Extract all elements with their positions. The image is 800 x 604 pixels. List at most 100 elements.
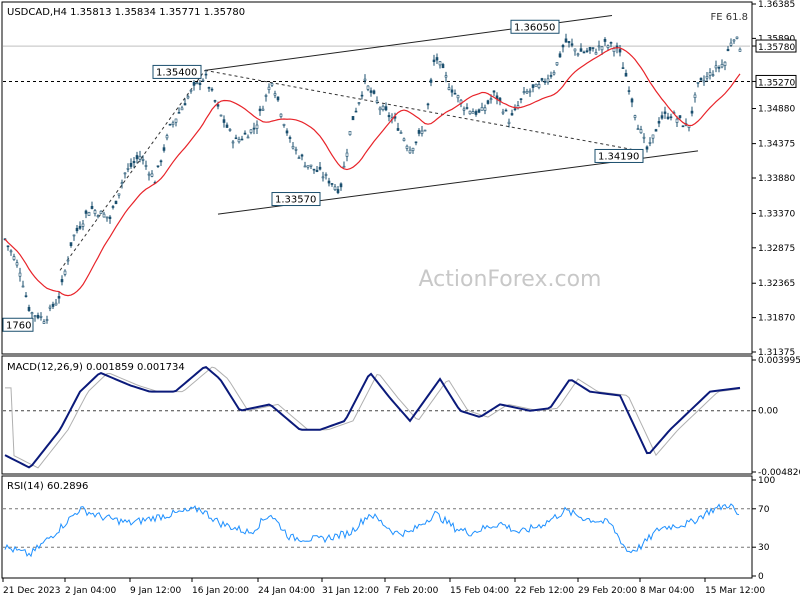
candle-body xyxy=(204,73,208,76)
candle-body xyxy=(300,154,304,157)
candle-body xyxy=(405,145,409,149)
candle-body xyxy=(624,72,628,77)
annotation-label: 1.36050 xyxy=(514,22,555,33)
candle-body xyxy=(639,129,643,134)
candle-body xyxy=(327,180,331,184)
candle-body xyxy=(369,90,373,93)
candle-body xyxy=(318,166,322,170)
candle-body xyxy=(9,250,13,253)
candle-body xyxy=(246,136,250,139)
x-tick-label: 15 Mar 12:00 xyxy=(705,586,765,596)
price-tick-label: 1.32365 xyxy=(758,279,795,289)
candle-body xyxy=(645,146,649,150)
candle-body xyxy=(279,113,283,117)
candle-body xyxy=(165,135,169,139)
dashed-trendline xyxy=(204,69,641,152)
candle-body xyxy=(573,48,577,52)
candle-body xyxy=(117,193,121,196)
candle-body xyxy=(360,94,364,97)
candle-body xyxy=(111,206,115,208)
candle-body xyxy=(717,67,721,69)
dashed-trendline xyxy=(59,70,206,271)
candle-body xyxy=(276,96,280,101)
candle-body xyxy=(675,118,679,123)
candle-body xyxy=(438,61,442,66)
candle-body xyxy=(33,315,37,317)
candle-body xyxy=(294,148,298,151)
candle-body xyxy=(444,75,448,78)
candle-body xyxy=(243,132,247,135)
candle-body xyxy=(150,173,154,177)
candle-body xyxy=(582,51,586,54)
candle-body xyxy=(465,107,469,109)
candle-body xyxy=(135,155,139,160)
price-tick-label: 1.34375 xyxy=(758,140,795,150)
price-tick-label: 1.35890 xyxy=(758,34,795,44)
candle-body xyxy=(93,210,97,214)
annotation-box xyxy=(594,148,644,163)
macd-layer xyxy=(3,366,750,469)
candle-body xyxy=(609,42,613,44)
candle-body xyxy=(513,108,517,111)
candle-body xyxy=(87,212,91,216)
candle-body xyxy=(531,84,535,88)
price-title: USDCAD,H4 1.35813 1.35834 1.35771 1.3578… xyxy=(7,7,245,18)
candle-body xyxy=(552,72,556,75)
candle-body xyxy=(171,122,175,125)
candle-body xyxy=(237,139,241,143)
x-tick-label: 24 Jan 04:00 xyxy=(258,586,315,596)
candle-body xyxy=(462,108,466,111)
candle-body xyxy=(534,83,538,87)
candle-body xyxy=(27,306,31,311)
candle-body xyxy=(642,136,646,139)
candle-body xyxy=(375,100,379,103)
candle-body xyxy=(129,162,133,167)
candle-body xyxy=(222,119,226,123)
candle-body xyxy=(606,45,610,48)
candle-body xyxy=(486,100,490,104)
candle-body xyxy=(693,94,697,99)
candle-body xyxy=(39,315,43,318)
candle-body xyxy=(594,52,598,55)
current-price-box xyxy=(755,39,797,53)
candle-body xyxy=(447,87,451,90)
candle-body xyxy=(234,137,238,140)
rsi-tick-label: 70 xyxy=(758,505,770,515)
candle-body xyxy=(51,303,55,307)
candle-body xyxy=(309,164,313,167)
rsi-panel-frame xyxy=(1,475,753,579)
candle-body xyxy=(84,210,88,214)
candle-body xyxy=(297,157,301,159)
candle-body xyxy=(720,64,724,68)
candle-body xyxy=(432,59,436,63)
candle-body xyxy=(288,137,292,139)
support-price-box xyxy=(755,74,797,88)
candle-body xyxy=(354,110,358,113)
candle-body xyxy=(597,45,601,48)
candle-body xyxy=(267,86,271,90)
candle-body xyxy=(96,215,100,217)
candle-body xyxy=(78,226,82,229)
candle-body xyxy=(306,165,310,168)
annotation-label: 1.35400 xyxy=(156,67,197,78)
candle-body xyxy=(510,113,514,116)
rsi-tick-label: 30 xyxy=(758,543,770,553)
candle-body xyxy=(591,47,595,49)
candle-body xyxy=(249,129,253,133)
candle-body xyxy=(588,47,592,51)
candle-body xyxy=(183,103,187,106)
x-tick-label: 7 Feb 20:00 xyxy=(385,586,439,596)
candle-body xyxy=(600,46,604,51)
macd-title: MACD(12,26,9) 0.001859 0.001734 xyxy=(7,362,185,373)
rsi-line xyxy=(4,503,740,558)
candle-body xyxy=(528,90,532,93)
annotation-box xyxy=(510,19,560,34)
price-tick-label: 1.33370 xyxy=(758,209,795,219)
candle-body xyxy=(399,132,403,134)
candle-body xyxy=(726,49,730,52)
candle-body xyxy=(66,259,70,262)
candle-body xyxy=(261,108,265,111)
candle-body xyxy=(576,53,580,56)
candle-body xyxy=(492,90,496,93)
